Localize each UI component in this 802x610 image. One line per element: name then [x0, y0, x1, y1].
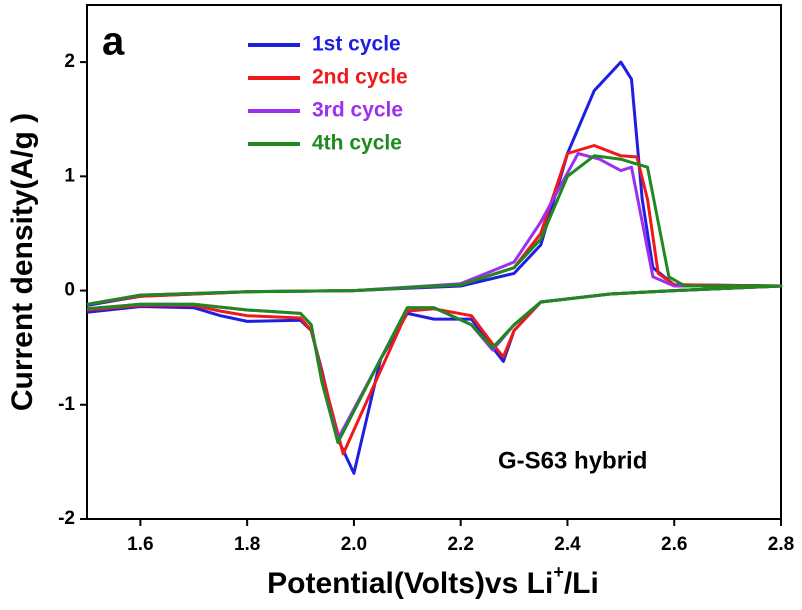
legend-label: 1st cycle — [312, 33, 401, 56]
annotation: G-S63 hybrid — [498, 447, 647, 474]
legend-label: 4th cycle — [312, 132, 402, 155]
plot-frame — [86, 4, 782, 520]
x-label-tail: /Li — [564, 567, 599, 600]
x-tick-label: 2.2 — [447, 534, 473, 555]
panel-label: a — [102, 20, 125, 64]
cv-curve — [86, 154, 783, 444]
legend-label: 2nd cycle — [312, 66, 408, 89]
cv-curve — [86, 60, 783, 475]
y-tick-label: 2 — [64, 51, 75, 72]
x-tick-label: 1.8 — [234, 534, 260, 555]
y-tick-label: 1 — [64, 165, 75, 186]
x-tick-label: 2.4 — [554, 534, 581, 555]
y-tick-label: 0 — [64, 280, 75, 301]
cv-curve — [86, 144, 783, 456]
x-axis-label: Potential(Volts)vs Li+/Li — [267, 562, 599, 600]
x-tick-label: 2.0 — [341, 534, 367, 555]
x-tick-label: 2.8 — [768, 534, 794, 555]
x-label-main: Potential(Volts)vs Li — [267, 567, 553, 600]
x-tick-label: 2.6 — [661, 534, 687, 555]
x-tick-label: 1.6 — [127, 534, 153, 555]
x-label-sup: + — [553, 562, 564, 582]
cv-curve — [86, 152, 783, 441]
y-tick-label: -2 — [58, 508, 75, 529]
legend-label: 3rd cycle — [312, 99, 403, 122]
y-tick-label: -1 — [58, 394, 75, 415]
y-axis-label: Current density(A/g ) — [6, 113, 39, 411]
